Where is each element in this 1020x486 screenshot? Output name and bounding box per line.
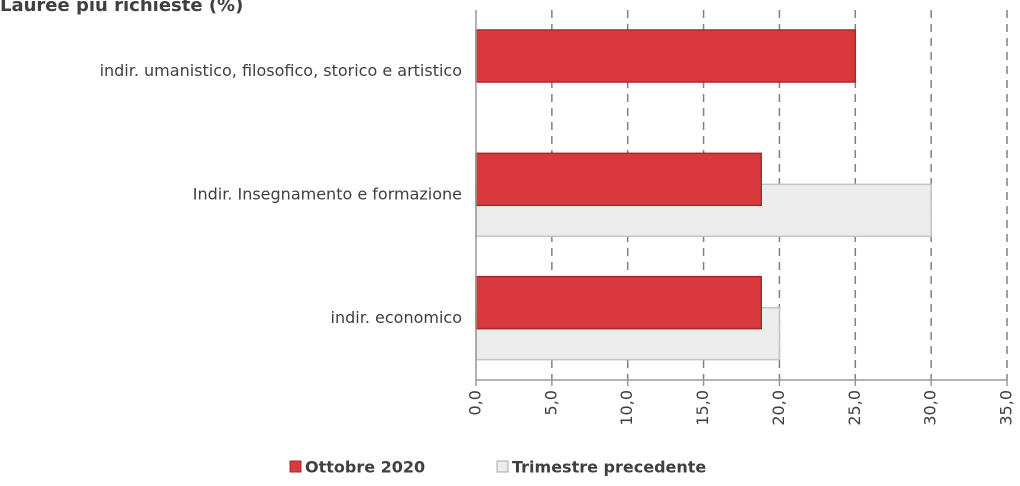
chart-title: Lauree più richieste (%) bbox=[0, 0, 243, 16]
x-tick-label: 5,0 bbox=[541, 390, 560, 415]
legend-label: Ottobre 2020 bbox=[305, 458, 425, 477]
bar bbox=[475, 29, 857, 83]
bar bbox=[475, 152, 762, 207]
x-tick-label: 20,0 bbox=[769, 390, 788, 426]
x-tick-label: 30,0 bbox=[921, 390, 940, 426]
x-tick-label: 10,0 bbox=[617, 390, 636, 426]
legend-swatch bbox=[496, 460, 509, 473]
legend-label: Trimestre precedente bbox=[512, 458, 706, 477]
bar bbox=[475, 275, 762, 330]
x-tick-label: 0,0 bbox=[466, 390, 485, 415]
x-tick-label: 15,0 bbox=[693, 390, 712, 426]
legend-swatch bbox=[289, 460, 302, 473]
y-tick-label: indir. umanistico, filosofico, storico e… bbox=[100, 61, 462, 80]
x-tick-label: 25,0 bbox=[845, 390, 864, 426]
y-tick-label: Indir. Insegnamento e formazione bbox=[193, 185, 462, 204]
x-tick-label: 35,0 bbox=[997, 390, 1016, 426]
y-tick-label: indir. economico bbox=[331, 308, 462, 327]
